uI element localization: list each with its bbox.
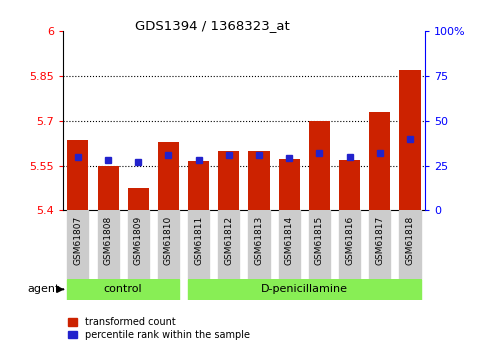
Text: GSM61814: GSM61814: [284, 216, 294, 265]
Bar: [67, 210, 88, 279]
Bar: [399, 70, 421, 210]
Bar: [339, 210, 360, 279]
Text: GSM61809: GSM61809: [134, 216, 143, 265]
Bar: [67, 279, 179, 300]
Bar: [128, 188, 149, 210]
Text: GSM61816: GSM61816: [345, 216, 354, 265]
Bar: [309, 121, 330, 210]
Bar: [67, 140, 88, 210]
Text: D-penicillamine: D-penicillamine: [261, 284, 348, 294]
Bar: [248, 151, 270, 210]
Text: GSM61808: GSM61808: [103, 216, 113, 265]
Bar: [399, 210, 421, 279]
Text: GSM61810: GSM61810: [164, 216, 173, 265]
Text: GSM61815: GSM61815: [315, 216, 324, 265]
Bar: [369, 210, 390, 279]
Text: GSM61817: GSM61817: [375, 216, 384, 265]
Text: GSM61813: GSM61813: [255, 216, 264, 265]
Bar: [188, 210, 209, 279]
Legend: transformed count, percentile rank within the sample: transformed count, percentile rank withi…: [68, 317, 250, 340]
Bar: [369, 112, 390, 210]
Bar: [218, 210, 240, 279]
Bar: [248, 210, 270, 279]
Bar: [279, 210, 300, 279]
Bar: [98, 210, 119, 279]
Text: GSM61807: GSM61807: [73, 216, 83, 265]
Bar: [158, 142, 179, 210]
Bar: [128, 210, 149, 279]
Bar: [158, 210, 179, 279]
Text: control: control: [104, 284, 142, 294]
Bar: [188, 161, 209, 210]
Text: GDS1394 / 1368323_at: GDS1394 / 1368323_at: [135, 19, 290, 32]
Text: GSM61812: GSM61812: [224, 216, 233, 265]
Bar: [98, 166, 119, 210]
Text: GSM61811: GSM61811: [194, 216, 203, 265]
Bar: [279, 159, 300, 210]
Text: agent: agent: [28, 284, 60, 294]
Bar: [218, 151, 240, 210]
Bar: [309, 210, 330, 279]
Text: GSM61818: GSM61818: [405, 216, 414, 265]
Bar: [188, 279, 421, 300]
Bar: [339, 160, 360, 210]
